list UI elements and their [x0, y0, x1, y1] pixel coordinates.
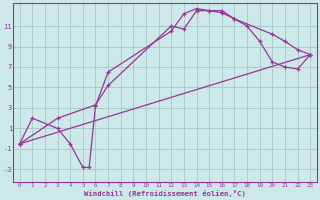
X-axis label: Windchill (Refroidissement éolien,°C): Windchill (Refroidissement éolien,°C) — [84, 190, 246, 197]
